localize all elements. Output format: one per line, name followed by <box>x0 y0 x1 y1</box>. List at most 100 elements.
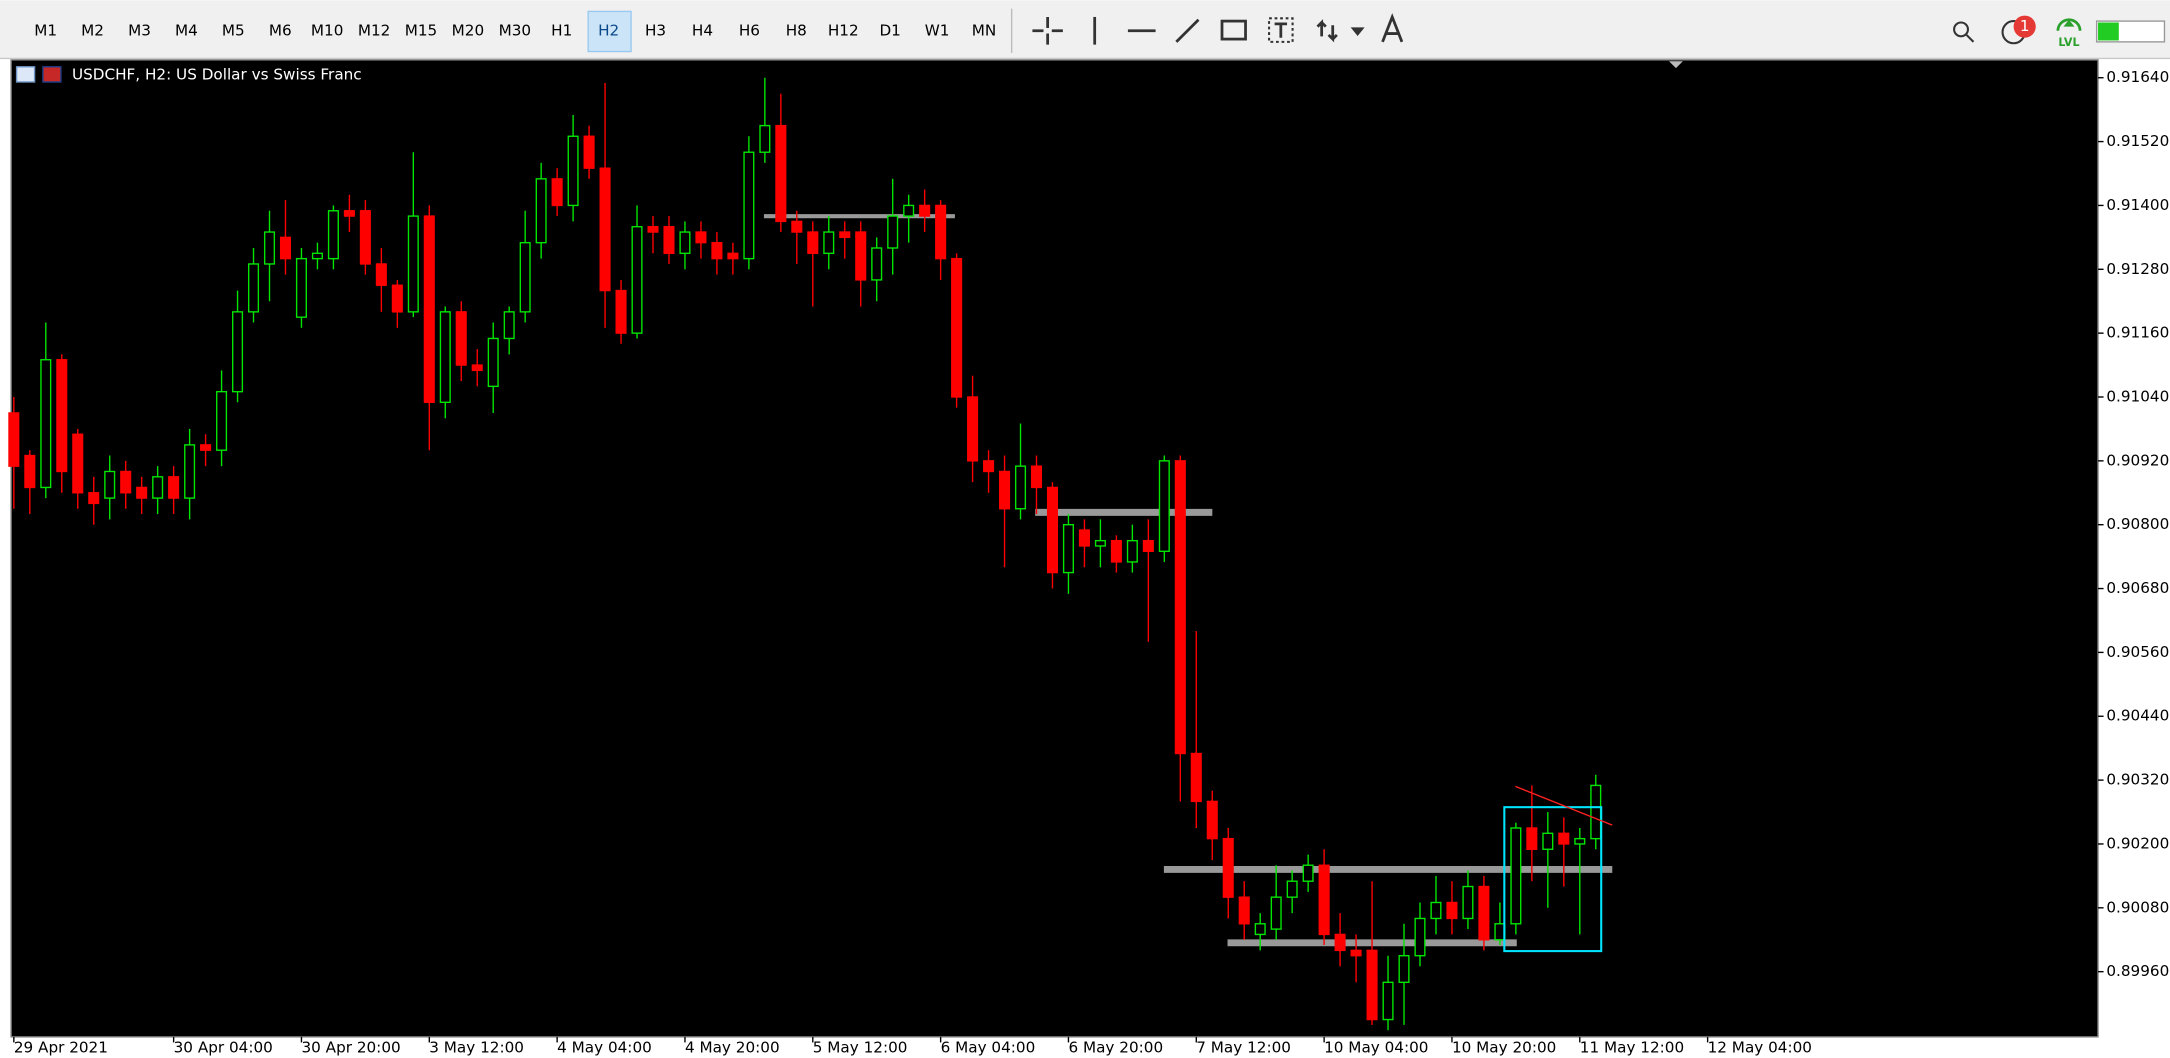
candle-body <box>1590 784 1602 840</box>
timeframe-button[interactable]: M10 <box>311 21 344 39</box>
timeframe-button[interactable]: M3 <box>128 21 151 39</box>
timeframe-button[interactable]: M6 <box>269 21 292 39</box>
timeframe-button[interactable]: D1 <box>879 21 900 39</box>
candle-body <box>759 124 771 153</box>
candle-body <box>663 226 675 255</box>
candle-body <box>1526 827 1538 850</box>
candle-body <box>184 444 196 499</box>
timeframe-button[interactable]: H3 <box>645 21 666 39</box>
candle-body <box>1286 880 1298 898</box>
candle-body <box>439 311 451 404</box>
notification-count: 1 <box>2020 17 2030 35</box>
candle-body <box>1334 933 1346 952</box>
candle-body <box>216 390 228 451</box>
candle-body <box>903 204 915 217</box>
timeframe-button[interactable]: M1 <box>34 21 57 39</box>
candle-body <box>375 263 387 286</box>
candle-body <box>711 241 723 260</box>
candle-body <box>839 231 851 239</box>
chart-title: USDCHF, H2: US Dollar vs Swiss Franc <box>72 66 362 84</box>
candle-body <box>40 359 52 489</box>
shift-marker <box>1669 61 1683 69</box>
candles <box>8 77 1602 1031</box>
candle-body <box>935 204 947 260</box>
timeframe-button[interactable]: W1 <box>925 21 950 39</box>
search-icon[interactable] <box>1953 21 1969 38</box>
candle-body <box>168 476 180 499</box>
candle-body <box>136 486 148 499</box>
candle-body <box>1430 901 1442 920</box>
timeframe-button[interactable]: M12 <box>358 21 391 39</box>
candle-body <box>1238 896 1250 925</box>
drawing-tools[interactable] <box>1032 13 1404 45</box>
candle-body <box>295 257 307 318</box>
candle-body <box>1446 901 1458 920</box>
y-tick-label: 0.89960 <box>2106 962 2169 980</box>
candle-body <box>1494 923 1506 941</box>
candle-body <box>487 337 499 388</box>
candle-body <box>1350 949 1362 957</box>
y-tick-label: 0.90680 <box>2106 579 2169 597</box>
candle-body <box>695 231 707 244</box>
candle-body <box>327 210 339 260</box>
candle-body <box>615 289 627 334</box>
y-tick-label: 0.90200 <box>2106 834 2169 852</box>
symbol-icon <box>15 66 36 83</box>
timeframe-button[interactable]: H6 <box>739 21 760 39</box>
timeframe-button[interactable]: H12 <box>828 21 859 39</box>
candle-body <box>88 492 100 505</box>
candle-body <box>519 241 531 313</box>
candle-body <box>407 215 419 313</box>
candle-body <box>791 220 803 233</box>
candle-body <box>1398 955 1410 983</box>
candle-body <box>631 226 643 334</box>
candle-body <box>855 231 867 281</box>
timeframe-button[interactable]: MN <box>972 21 997 39</box>
timeframe-button[interactable]: H1 <box>551 21 572 39</box>
candle-body <box>247 263 260 313</box>
candle-body <box>1110 539 1122 563</box>
candle-body <box>871 247 883 281</box>
timeframe-button[interactable]: H2 <box>598 21 619 39</box>
x-tick-label: 30 Apr 20:00 <box>301 1038 400 1056</box>
candle-body <box>1542 832 1554 850</box>
battery-level <box>2098 22 2119 41</box>
timeframe-button[interactable]: M30 <box>499 21 532 39</box>
x-tick-label: 10 May 20:00 <box>1452 1038 1556 1056</box>
candle-body <box>1062 524 1074 574</box>
candle-body <box>1478 885 1490 941</box>
candle-body <box>503 311 515 340</box>
timeframe-button[interactable]: H8 <box>786 21 807 39</box>
candle-body <box>152 476 164 499</box>
y-tick-label: 0.91280 <box>2106 260 2169 278</box>
timeframe-button[interactable]: M2 <box>81 21 104 39</box>
timeframe-button[interactable]: M4 <box>175 21 198 39</box>
candle-body <box>359 210 371 265</box>
candle-body <box>551 178 563 207</box>
lvl-label: LVL <box>2058 36 2079 49</box>
timeframe-button[interactable]: M5 <box>222 21 245 39</box>
x-tick-label: 11 May 12:00 <box>1580 1038 1684 1056</box>
x-tick-label: 10 May 04:00 <box>1324 1038 1428 1056</box>
notification-badge <box>2013 15 2036 38</box>
right-icons: 1 LVL <box>1953 15 2166 49</box>
timeframe-button[interactable]: H4 <box>692 21 713 39</box>
x-tick-label: 6 May 04:00 <box>941 1038 1036 1056</box>
x-tick-label: 6 May 20:00 <box>1068 1038 1163 1056</box>
candle-body <box>807 231 819 255</box>
candle-body <box>263 231 276 265</box>
candle-body <box>1158 460 1170 552</box>
flag-icon <box>42 66 62 83</box>
candle-body <box>120 470 132 494</box>
candle-body <box>583 135 595 169</box>
candle-body <box>72 433 84 494</box>
timeframe-button[interactable]: M20 <box>452 21 484 39</box>
candle-body <box>311 252 323 260</box>
candle-body <box>951 257 963 398</box>
timeframe-button[interactable]: M15 <box>405 21 437 39</box>
candle-body <box>1222 837 1234 898</box>
range-box <box>1503 806 1603 953</box>
x-tick-label: 4 May 20:00 <box>685 1038 780 1056</box>
